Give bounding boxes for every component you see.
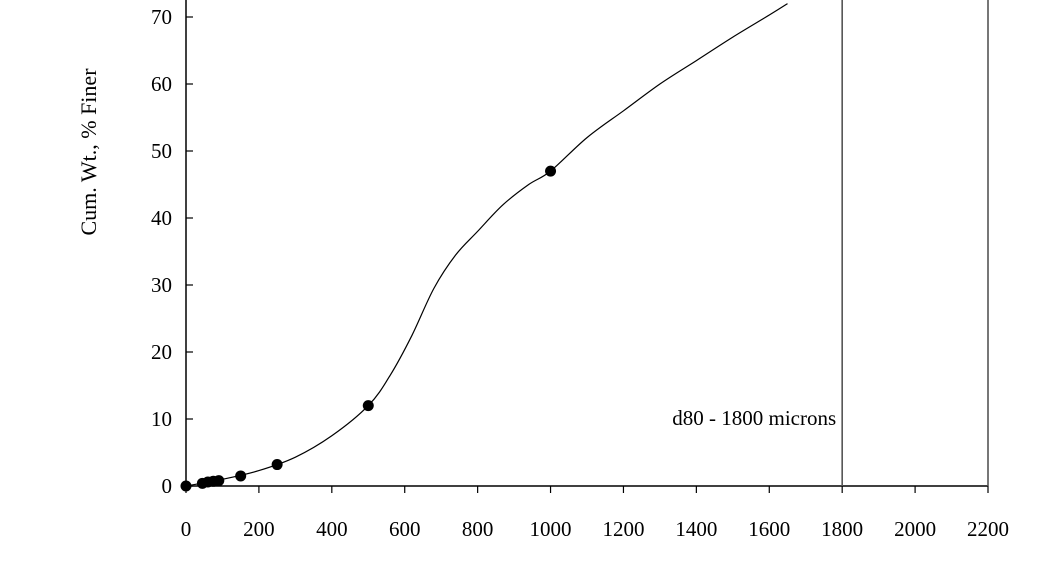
x-tick-label: 1800 — [821, 517, 863, 541]
series-curve — [185, 3, 788, 487]
x-tick-label: 600 — [389, 517, 421, 541]
reference-lines: d80 - 1800 microns — [672, 0, 989, 486]
reference-line-label: d80 - 1800 microns — [672, 406, 836, 430]
y-tick-label: 0 — [162, 474, 173, 498]
y-axis-title: Cum. Wt., % Finer — [76, 68, 101, 236]
x-tick-label: 1000 — [530, 517, 572, 541]
x-tick-label: 2000 — [894, 517, 936, 541]
y-axis-ticks: 0 10 20 30 40 50 60 70 — [151, 5, 193, 498]
data-point — [235, 470, 247, 482]
data-point — [362, 400, 374, 412]
x-tick-label: 400 — [316, 517, 348, 541]
x-tick-label: 1600 — [748, 517, 790, 541]
y-tick-label: 10 — [151, 407, 172, 431]
data-point — [180, 480, 192, 492]
data-point — [545, 165, 557, 177]
x-tick-label: 0 — [181, 517, 192, 541]
x-tick-label: 800 — [462, 517, 494, 541]
y-tick-label: 60 — [151, 72, 172, 96]
x-tick-label: 1200 — [602, 517, 644, 541]
data-point — [271, 459, 283, 471]
data-points — [180, 165, 557, 492]
y-tick-label: 20 — [151, 340, 172, 364]
x-axis-ticks: 0 200 400 600 800 1000 1200 1400 1600 1800 2000 220… — [181, 486, 1009, 541]
y-tick-label: 70 — [151, 5, 172, 29]
x-tick-label: 200 — [243, 517, 275, 541]
data-point — [213, 475, 225, 487]
x-tick-label: 2200 — [967, 517, 1009, 541]
x-tick-label: 1400 — [675, 517, 717, 541]
y-tick-label: 40 — [151, 206, 172, 230]
y-tick-label: 30 — [151, 273, 172, 297]
y-tick-label: 50 — [151, 139, 172, 163]
